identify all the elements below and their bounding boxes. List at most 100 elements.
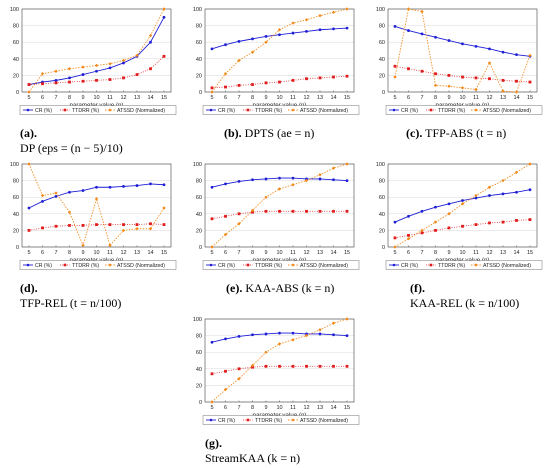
series-line-cr: [28, 17, 165, 85]
legend-marker-cr: [209, 263, 213, 267]
data-point-ttdrr: [305, 209, 308, 213]
series-line-ttdrr: [394, 219, 531, 239]
legend-marker-atssd: [108, 263, 112, 267]
x-tick-label: 10: [276, 95, 282, 101]
data-point-cr: [149, 40, 152, 44]
data-point-cr: [251, 333, 254, 337]
data-point-cr: [224, 182, 227, 186]
caption-d-text: TFP-REL (t = n/100): [20, 296, 122, 310]
data-point-cr: [68, 76, 71, 80]
x-tick-label: 9: [264, 405, 267, 411]
x-tick-label: 9: [447, 250, 450, 256]
x-tick-label: 13: [317, 250, 323, 256]
legend-label-atssd: ATSSD (Normalized): [483, 108, 531, 114]
legend-marker-ttdrr: [63, 263, 67, 267]
y-tick-label: 100: [193, 7, 202, 13]
legend-marker-ttdrr: [246, 108, 250, 112]
legend-label-cr: CR (%): [401, 263, 418, 269]
y-tick-label: 20: [379, 228, 385, 234]
data-point-atssd: [210, 90, 214, 94]
series-line-atssd: [211, 163, 348, 248]
y-tick-label: 20: [379, 73, 385, 79]
data-point-ttdrr: [224, 85, 227, 89]
data-point-cr: [332, 333, 335, 337]
data-point-ttdrr: [54, 224, 58, 228]
x-tick-label: 5: [210, 405, 213, 411]
data-point-ttdrr: [488, 77, 491, 81]
legend-label-cr: CR (%): [218, 263, 235, 269]
data-point-cr: [407, 214, 410, 218]
legend-label-ttdrr: TTDRR (%): [255, 263, 282, 269]
chart-svg: 02040608010056789101112131415parameter v…: [10, 7, 177, 115]
legend-label-ttdrr: TTDRR (%): [438, 108, 465, 114]
chart-svg: 02040608010056789101112131415parameter v…: [10, 162, 177, 270]
data-point-atssd: [264, 195, 268, 199]
x-tick-label: 11: [290, 405, 296, 411]
data-point-ttdrr: [224, 214, 227, 218]
data-point-ttdrr: [501, 220, 505, 224]
data-point-atssd: [40, 72, 45, 76]
data-point-ttdrr: [407, 233, 410, 237]
data-point-ttdrr: [122, 223, 125, 226]
y-tick-label: 80: [13, 24, 19, 30]
data-point-atssd: [135, 227, 139, 231]
caption-c: (c). TFP-ABS (t = n): [406, 126, 506, 141]
series-line-atssd: [394, 8, 531, 93]
x-tick-label: 14: [330, 405, 336, 411]
data-point-atssd: [277, 342, 282, 346]
data-point-cr: [251, 178, 254, 182]
data-point-ttdrr: [135, 73, 139, 76]
data-point-ttdrr: [420, 231, 424, 235]
data-point-cr: [224, 43, 227, 47]
x-tick-label: 9: [264, 95, 267, 101]
data-point-atssd: [223, 232, 228, 237]
data-point-ttdrr: [278, 364, 281, 368]
data-point-cr: [81, 189, 85, 192]
chart-panel-a: 02040608010056789101112131415parameter v…: [0, 0, 178, 124]
data-point-atssd: [121, 228, 126, 233]
data-point-cr: [68, 190, 71, 194]
data-point-ttdrr: [27, 229, 31, 232]
x-tick-label: 14: [147, 250, 153, 256]
y-tick-label: 80: [13, 179, 19, 185]
data-point-ttdrr: [108, 223, 112, 226]
data-point-atssd: [331, 10, 336, 15]
x-tick-label: 15: [161, 250, 167, 256]
data-point-atssd: [501, 178, 505, 183]
caption-b-text: DPTS (ae = n): [244, 126, 315, 140]
data-point-cr: [345, 334, 349, 337]
data-point-atssd: [433, 220, 438, 224]
x-tick-label: 11: [473, 95, 479, 101]
data-point-ttdrr: [488, 221, 491, 225]
x-tick-label: 7: [237, 95, 240, 101]
data-point-ttdrr: [461, 75, 464, 79]
chart-panel-c: 02040608010056789101112131415parameter v…: [366, 0, 544, 124]
legend-marker-ttdrr: [246, 263, 250, 267]
data-point-ttdrr: [278, 80, 281, 84]
data-point-ttdrr: [68, 80, 71, 84]
data-point-cr: [81, 73, 85, 76]
chart-svg: 02040608010056789101112131415parameter v…: [193, 317, 360, 425]
data-point-atssd: [94, 63, 99, 68]
data-point-ttdrr: [95, 223, 98, 226]
y-tick-label: 40: [196, 367, 202, 373]
legend-label-ttdrr: TTDRR (%): [438, 263, 465, 269]
legend-box: [202, 415, 360, 425]
data-point-atssd: [162, 7, 166, 11]
data-point-ttdrr: [345, 74, 349, 78]
legend-marker-ttdrr: [63, 108, 67, 112]
legend-marker-cr: [209, 108, 213, 112]
data-point-ttdrr: [41, 226, 44, 230]
data-point-cr: [210, 185, 214, 189]
data-point-atssd: [108, 243, 112, 248]
x-tick-label: 8: [68, 95, 71, 101]
data-point-atssd: [237, 377, 241, 381]
data-point-ttdrr: [108, 78, 112, 81]
y-tick-label: 60: [196, 195, 202, 201]
data-point-atssd: [318, 13, 322, 18]
x-tick-label: 8: [68, 250, 71, 256]
legend-marker-cr: [392, 108, 396, 112]
legend-label-cr: CR (%): [35, 263, 52, 269]
legend-marker-cr: [209, 418, 213, 422]
y-tick-label: 20: [196, 228, 202, 234]
